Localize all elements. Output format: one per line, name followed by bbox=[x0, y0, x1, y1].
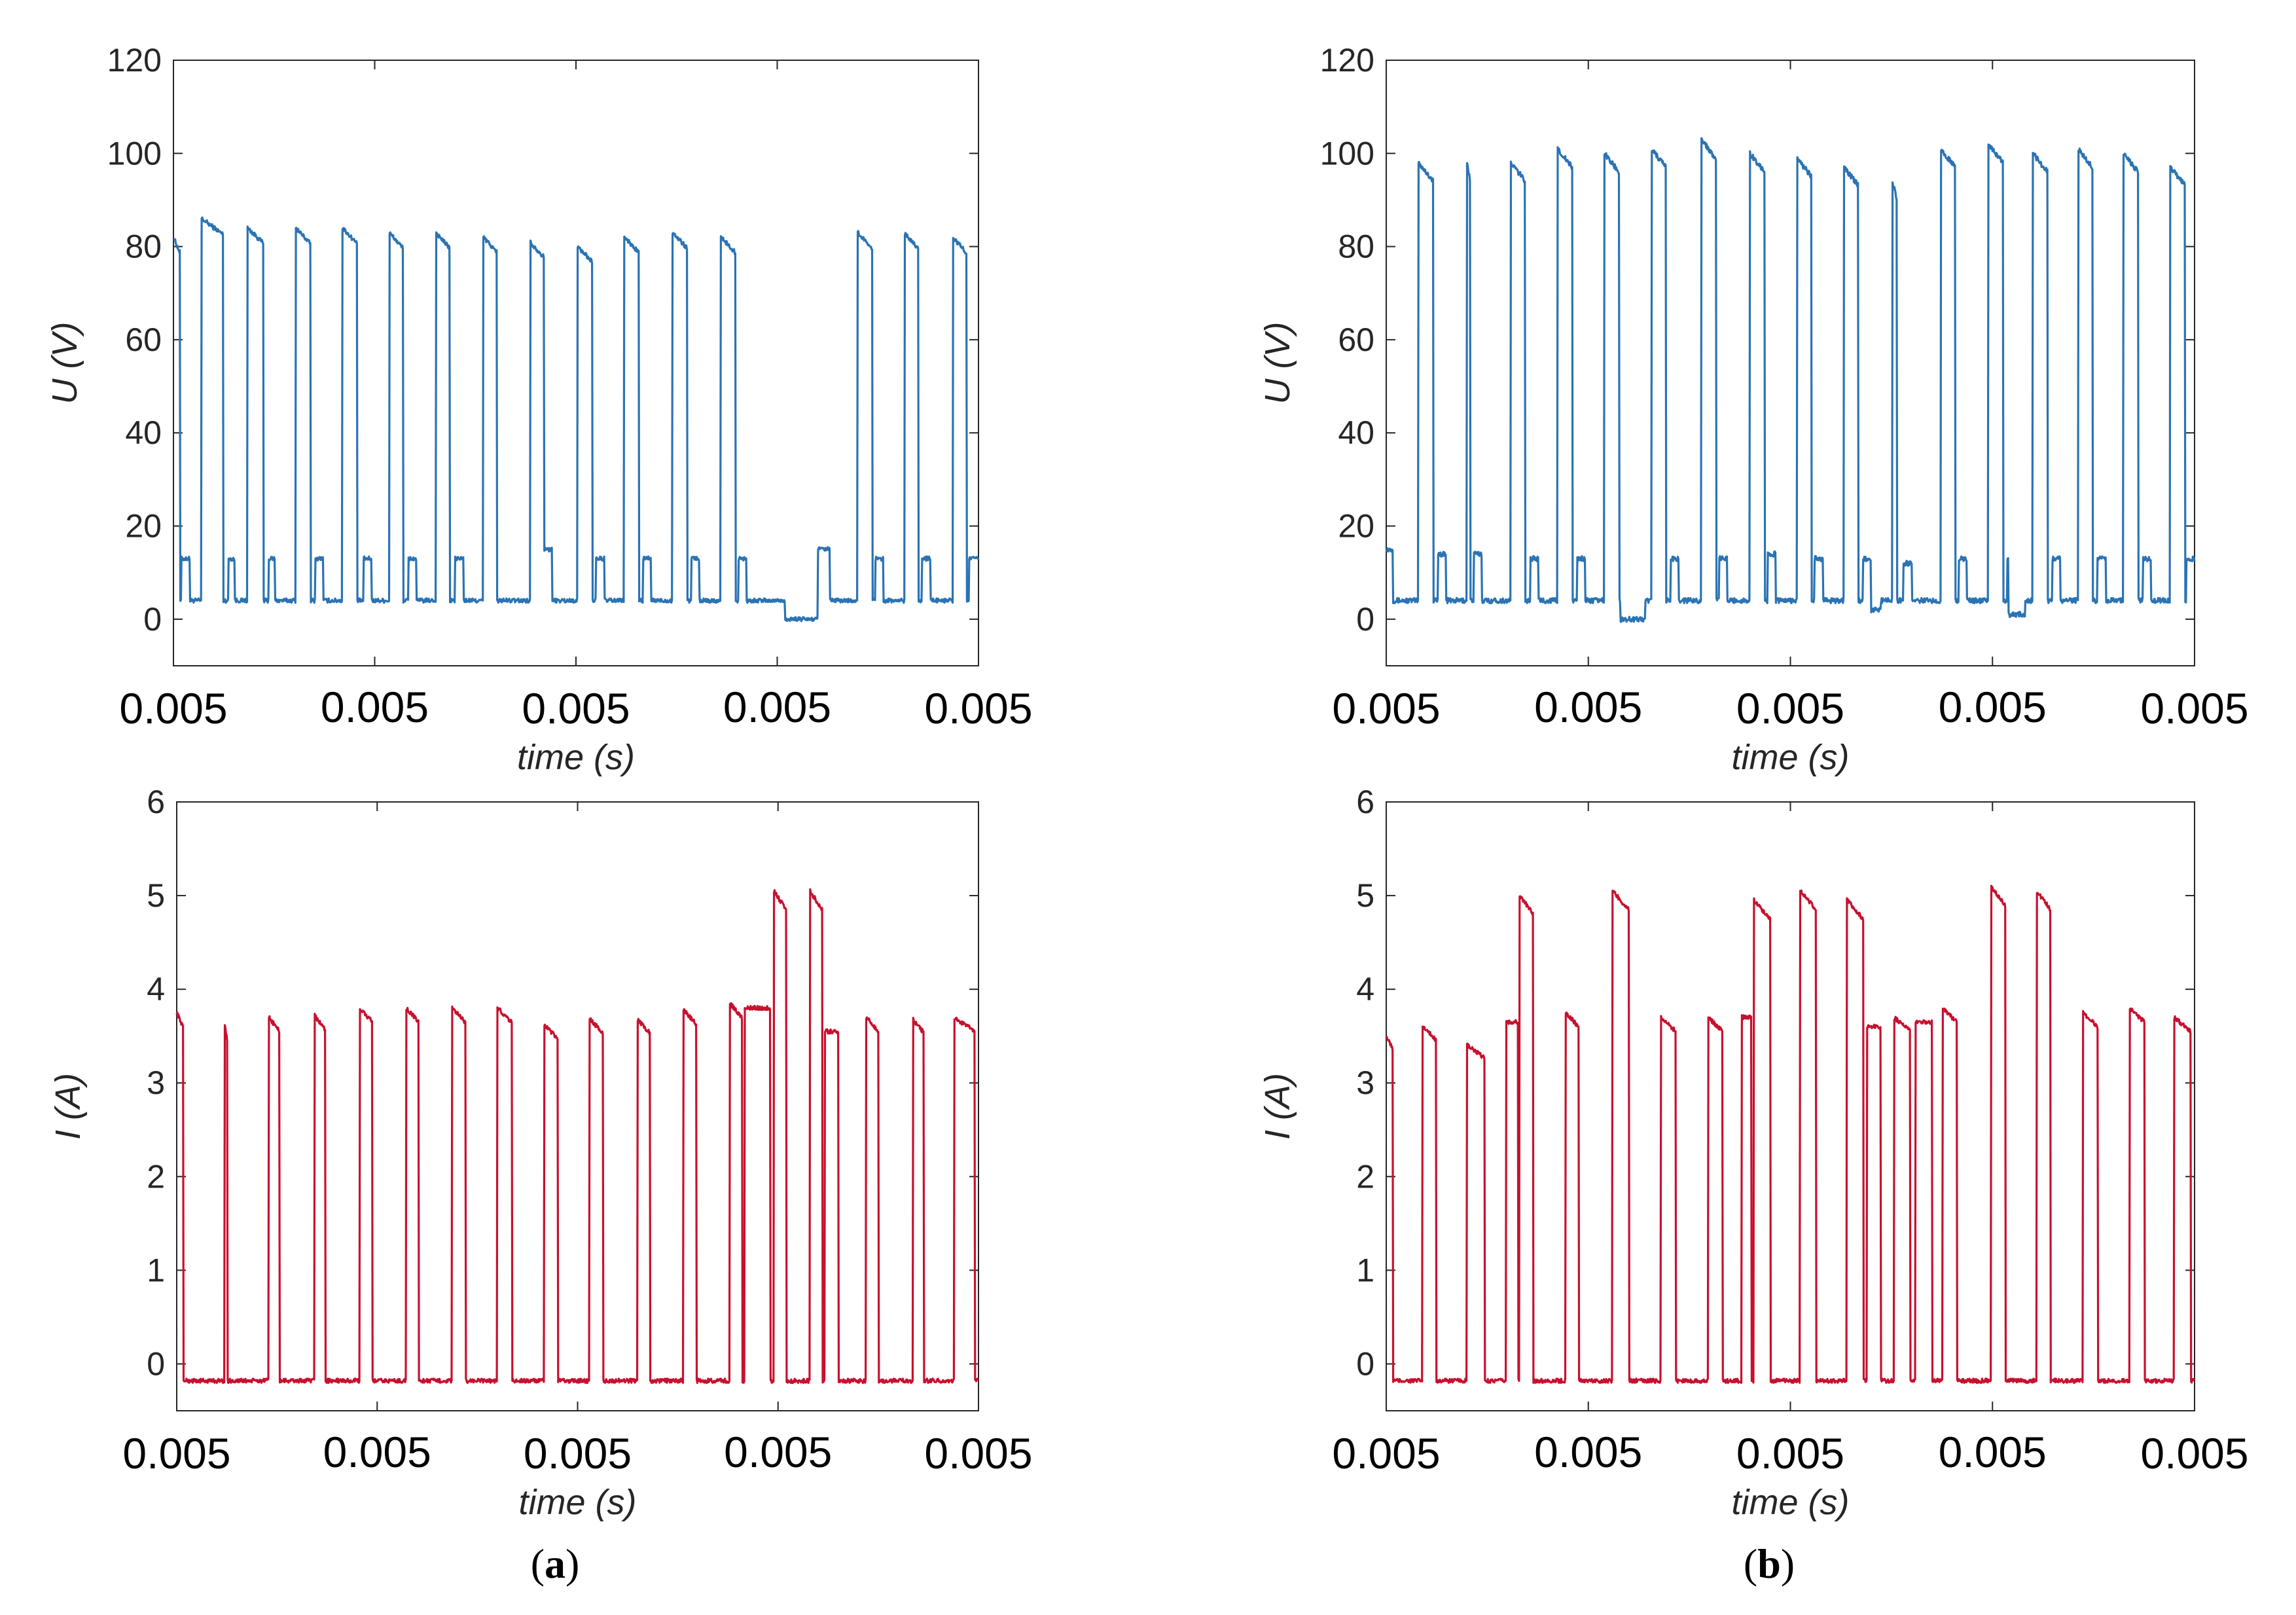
y-tick-label: 6 bbox=[1356, 784, 1374, 820]
y-tick-label: 120 bbox=[107, 42, 162, 79]
y-tick-label: 20 bbox=[125, 508, 162, 545]
y-tick-label: 0 bbox=[1356, 1345, 1374, 1382]
y-tick-label: 40 bbox=[125, 414, 162, 451]
x-axis-label: time (s) bbox=[517, 738, 635, 777]
chart-b-voltage: 0 20 40 60 80 100 120 0.005 0.005 0.005 0.005 0.005… bbox=[1258, 42, 2249, 777]
y-tick-label: 6 bbox=[147, 784, 165, 820]
chart-a-voltage: 0 20 40 60 80 100 120 0.005 0.005 0.005 0.005 0.005… bbox=[45, 42, 1033, 777]
x-tick-label: 0.005 bbox=[1534, 1428, 1642, 1476]
y-tick-label: 100 bbox=[1320, 135, 1374, 172]
x-tick-label: 0.005 bbox=[119, 684, 227, 733]
x-axis-label: time (s) bbox=[519, 1483, 637, 1522]
x-tick-label: 0.005 bbox=[1332, 1429, 1440, 1478]
y-axis-label: U (V) bbox=[45, 322, 84, 405]
x-tick-label: 0.005 bbox=[1939, 1428, 2047, 1476]
y-tick-label: 20 bbox=[1338, 508, 1374, 545]
x-tick-label: 0.005 bbox=[2140, 684, 2248, 733]
y-tick-label: 5 bbox=[1356, 877, 1374, 914]
y-tick-label: 40 bbox=[1338, 414, 1374, 451]
x-tick-label: 0.005 bbox=[522, 684, 630, 733]
x-tick-label: 0.005 bbox=[524, 1429, 632, 1478]
plot-frame bbox=[176, 801, 979, 1411]
y-tick-label: 4 bbox=[1356, 971, 1374, 1007]
y-tick-label: 60 bbox=[125, 321, 162, 358]
y-tick-label: 60 bbox=[1338, 321, 1374, 358]
y-tick-label: 100 bbox=[107, 135, 162, 172]
x-tick-label: 0.005 bbox=[122, 1429, 230, 1478]
y-tick-label: 80 bbox=[125, 228, 162, 265]
x-tick-label: 0.005 bbox=[924, 684, 1032, 733]
plot-frame bbox=[173, 60, 979, 666]
y-tick-label: 120 bbox=[1320, 42, 1374, 79]
x-tick-label: 0.005 bbox=[724, 1428, 832, 1476]
x-tick-label: 0.005 bbox=[1332, 684, 1440, 733]
y-tick-label: 0 bbox=[147, 1345, 165, 1382]
y-tick-label: 2 bbox=[1356, 1158, 1374, 1195]
x-tick-label: 0.005 bbox=[1534, 683, 1642, 731]
chart-a-current: 0 1 2 3 4 5 6 0.005 0.005 0.005 0.005 0.005 time (s)… bbox=[48, 784, 1033, 1522]
y-tick-label: 3 bbox=[147, 1064, 165, 1101]
y-axis-label: I (A) bbox=[1258, 1073, 1297, 1140]
x-tick-label: 0.005 bbox=[1939, 683, 2047, 731]
x-tick-label: 0.005 bbox=[1736, 1429, 1844, 1478]
y-axis-label: I (A) bbox=[48, 1073, 88, 1140]
x-axis-label: time (s) bbox=[1732, 738, 1850, 777]
y-axis-label: U (V) bbox=[1258, 322, 1297, 405]
y-tick-label: 80 bbox=[1338, 228, 1374, 265]
plot-frame bbox=[1386, 801, 2195, 1411]
x-tick-label: 0.005 bbox=[2140, 1429, 2248, 1478]
y-tick-label: 5 bbox=[147, 877, 165, 914]
panel-label-a: (a) bbox=[531, 1540, 580, 1587]
plot-frame bbox=[1386, 60, 2195, 666]
x-tick-label: 0.005 bbox=[323, 1428, 431, 1476]
y-tick-label: 3 bbox=[1356, 1064, 1374, 1101]
series-line-i bbox=[1385, 884, 2196, 1385]
x-tick-label: 0.005 bbox=[1736, 684, 1844, 733]
x-tick-label: 0.005 bbox=[321, 683, 429, 731]
series-line-u bbox=[1386, 137, 2196, 623]
y-tick-label: 0 bbox=[143, 601, 162, 638]
y-tick-label: 2 bbox=[147, 1158, 165, 1195]
series-line-i bbox=[175, 888, 979, 1385]
y-tick-label: 4 bbox=[147, 971, 165, 1007]
y-tick-label: 1 bbox=[147, 1252, 165, 1288]
panel-label-b: (b) bbox=[1744, 1540, 1795, 1587]
x-tick-label: 0.005 bbox=[723, 683, 831, 731]
x-axis-label: time (s) bbox=[1732, 1483, 1850, 1522]
y-tick-label: 1 bbox=[1356, 1252, 1374, 1288]
x-tick-label: 0.005 bbox=[924, 1429, 1032, 1478]
y-tick-label: 0 bbox=[1356, 601, 1374, 638]
series-line-u bbox=[173, 216, 980, 623]
chart-b-current: 0 1 2 3 4 5 6 0.005 0.005 0.005 0.005 0.005 time (s)… bbox=[1258, 784, 2249, 1522]
